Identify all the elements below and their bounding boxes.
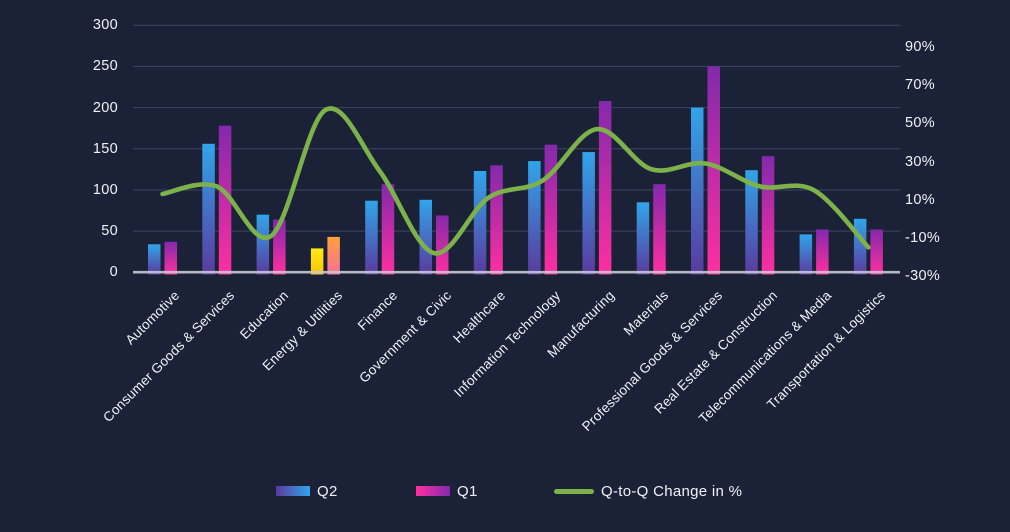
legend-item-line[interactable]: Q-to-Q Change in % [554,480,742,502]
y-axis-right-tick-70pct: 70% [905,77,935,93]
bar-q1-professional-goods-services[interactable] [707,66,721,275]
bar-q2-finance[interactable] [365,200,378,275]
legend: Q2 Q1 Q-to-Q Change in % [0,480,1010,506]
y-axis-right-tick-50pct: 50% [905,115,935,131]
bar-q2-transportation-logistics[interactable] [853,218,867,275]
bar-q1-information-technology[interactable] [544,144,558,275]
line-q-to-q-change[interactable] [160,106,871,256]
line-series-swatch [554,488,594,494]
y-axis-left-tick-0: 0 [109,264,118,280]
bar-q2-real-estate-construction[interactable] [745,170,758,275]
legend-item-q1[interactable]: Q1 [416,480,478,502]
y-axis-left-tick-50: 50 [101,223,118,239]
bar-q2-professional-goods-services[interactable] [691,107,704,275]
bar-q1-real-estate-construction[interactable] [761,156,775,275]
bar-q1-government-civic[interactable] [436,215,449,275]
bar-q1-energy-utilities[interactable] [327,236,340,275]
bar-q1-telecommunications-media[interactable] [816,229,829,275]
legend-item-q2[interactable]: Q2 [276,480,338,502]
bar-q2-government-civic[interactable] [419,199,433,275]
bar-q2-manufacturing[interactable] [582,152,595,275]
bar-q1-manufacturing[interactable] [598,101,612,275]
y-axis-left-tick-150: 150 [92,141,118,157]
y-axis-right-tick-30pct: 30% [905,154,935,170]
bar-q1-healthcare[interactable] [490,165,503,275]
y-axis-right-tick-neg10pct: -10% [905,230,941,246]
bar-q2-healthcare[interactable] [473,171,487,275]
bar-q1-consumer-goods-services[interactable] [218,125,232,275]
bar-q2-materials[interactable] [636,202,650,275]
bar-q2-telecommunications-media[interactable] [799,234,813,275]
bar-q2-energy-utilities[interactable] [310,248,324,275]
legend-label-q2: Q2 [317,482,338,500]
q1-series-swatch [416,486,450,496]
q2-series-swatch [276,486,310,496]
y-axis-right-tick-10pct: 10% [905,192,935,208]
x-axis-baseline [133,270,900,274]
bar-q1-finance[interactable] [381,184,395,275]
y-axis-left-tick-200: 200 [92,100,118,116]
bar-q2-automotive[interactable] [148,244,161,275]
y-axis-left-tick-250: 250 [92,58,118,74]
bar-q2-consumer-goods-services[interactable] [202,143,215,275]
bar-q2-information-technology[interactable] [528,161,541,275]
bar-q1-transportation-logistics[interactable] [870,229,883,275]
bar-q2-education[interactable] [256,214,270,275]
legend-label-q1: Q1 [457,482,478,500]
y-axis-left-tick-300: 300 [92,17,118,33]
bar-q1-materials[interactable] [653,184,666,275]
y-axis-left-tick-100: 100 [92,182,118,198]
y-axis-right-tick-neg30pct: -30% [905,268,941,284]
chart-canvas [133,24,900,275]
y-axis-right-tick-90pct: 90% [905,39,935,55]
legend-label-line: Q-to-Q Change in % [601,482,743,500]
bar-q1-automotive[interactable] [164,241,178,275]
